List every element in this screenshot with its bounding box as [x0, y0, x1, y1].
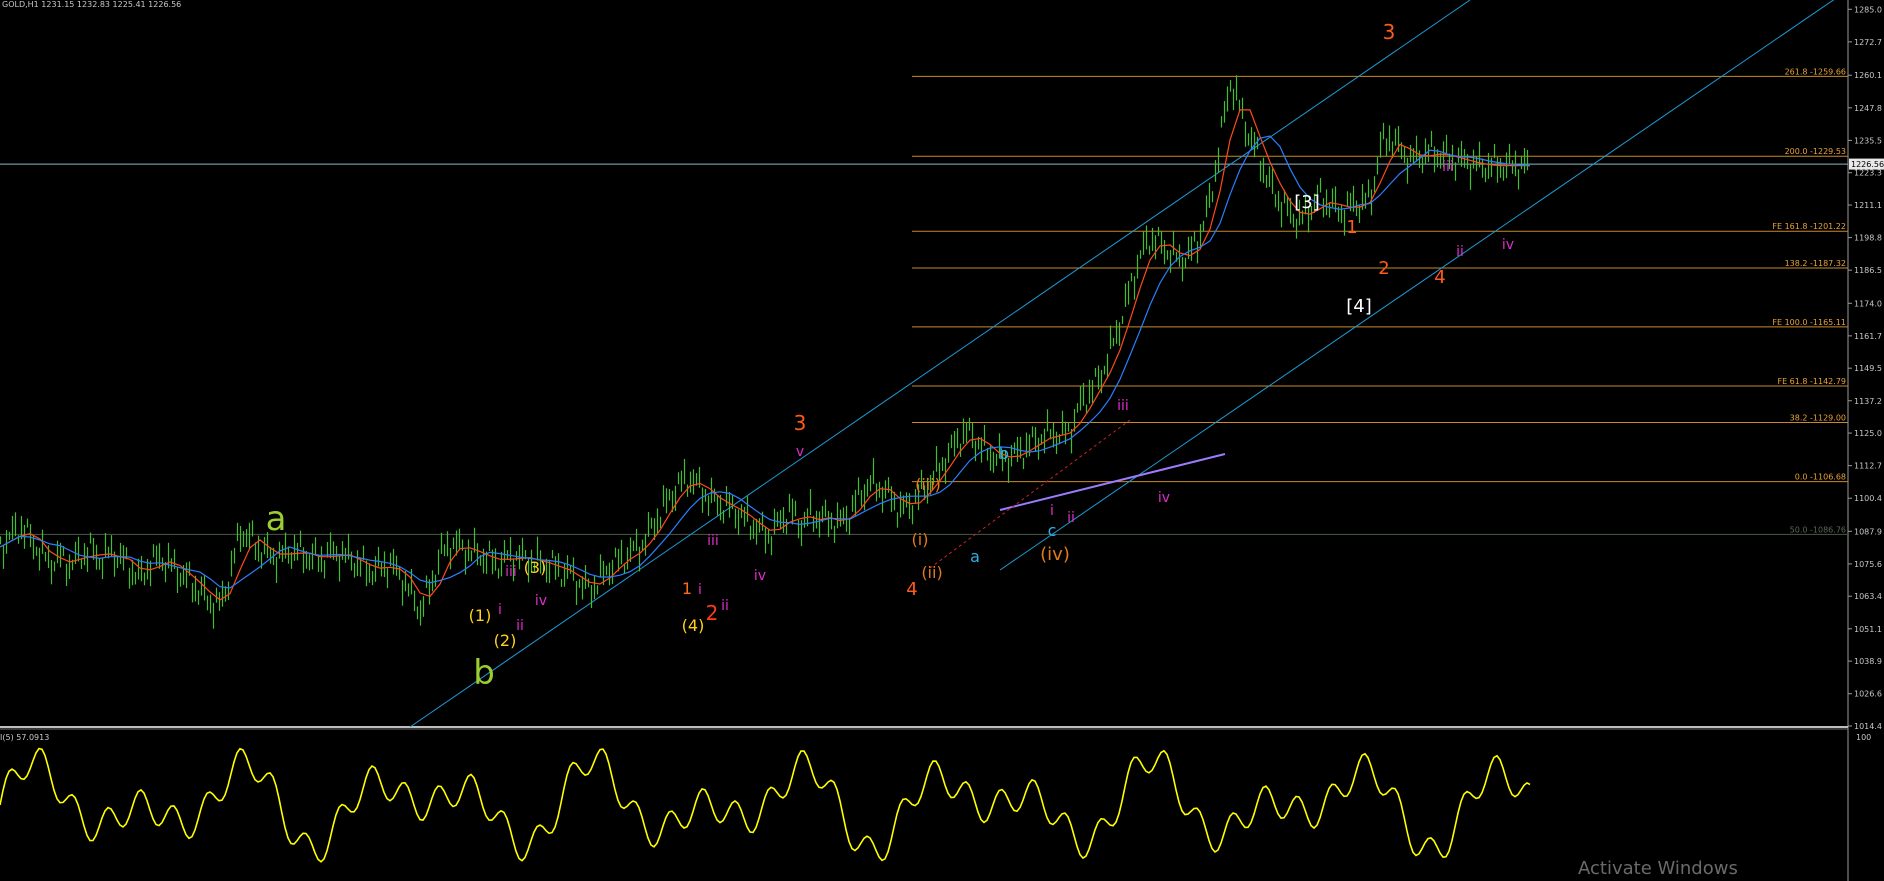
- wave-label: iv: [1158, 490, 1170, 506]
- price-axis-ticks: 1285.0 1272.7 1260.1 1247.8 1235.5 1223.3 1211…: [1848, 5, 1882, 731]
- wave-label: ii: [1456, 244, 1464, 260]
- wave-label: iv: [1502, 237, 1514, 253]
- wave-label: 4: [906, 579, 917, 600]
- price-tick-label: 1186.5: [1854, 266, 1882, 275]
- price-tick-label: 1260.1: [1854, 71, 1882, 80]
- channel-upper-line: [409, 0, 1471, 728]
- wave-label: b: [473, 653, 495, 693]
- wave-label: i: [498, 602, 502, 618]
- wave-label: v: [796, 444, 804, 460]
- wave-label: (4): [682, 616, 705, 635]
- wave-label: ii: [516, 618, 524, 634]
- oscillator-line: [0, 747, 1531, 863]
- fib-level-label: 0.0 -1106.68: [1795, 473, 1846, 482]
- wave-label: (iii): [915, 475, 941, 494]
- wave-label: [4]: [1346, 296, 1372, 317]
- price-series: [0, 75, 1531, 629]
- wave-label: 3: [1383, 20, 1396, 44]
- wave-labels: ab(1)(2)(3)(4)iiiiiiivviiiiiiiv1234(i)(i…: [266, 20, 1515, 693]
- moving-average-line: [0, 135, 1531, 589]
- wave-label: (3): [524, 558, 547, 577]
- wave-label: iii: [1442, 159, 1454, 175]
- wave-label: iii: [1117, 398, 1129, 414]
- price-tick-label: 1161.7: [1854, 332, 1882, 341]
- wave-label: ii: [721, 598, 729, 614]
- wave-label: ii: [1067, 510, 1075, 526]
- wave-label: (i): [912, 530, 929, 549]
- price-tick-label: 1038.9: [1854, 657, 1882, 666]
- wave-label: (ii): [921, 563, 942, 582]
- wave-label: iv: [754, 568, 766, 584]
- fib-level-label: 261.8 -1259.66: [1785, 67, 1846, 76]
- price-tick-label: 1051.1: [1854, 625, 1882, 634]
- channel-lower-line: [999, 0, 1835, 571]
- fib-level-label: FE 61.8 -1142.79: [1777, 377, 1846, 386]
- wave-label: a: [266, 499, 287, 539]
- wave-label: iii: [707, 533, 719, 549]
- price-tick-label: 1223.3: [1854, 169, 1882, 178]
- price-tick-label: 1211.1: [1854, 201, 1882, 210]
- price-tick-label: 1174.0: [1854, 299, 1882, 308]
- current-price-label: 1226.56: [1851, 160, 1884, 169]
- fib-level-label: FE 100.0 -1165.11: [1772, 318, 1846, 327]
- wave-label: a: [970, 547, 980, 566]
- indicator-axis-top: 100: [1856, 733, 1871, 742]
- wave-label: i: [1050, 503, 1054, 519]
- price-tick-label: 1075.6: [1854, 560, 1882, 569]
- wave-label: 1: [682, 579, 692, 598]
- header-text: GOLD,H1 1231.15 1232.83 1225.41 1226.56: [2, 0, 181, 9]
- wave-label: 2: [1378, 258, 1389, 279]
- price-tick-label: 1285.0: [1854, 5, 1882, 14]
- wave-label: i: [698, 582, 702, 598]
- wave-label: iii: [505, 564, 517, 580]
- current-price-box: [1849, 158, 1884, 170]
- wave-label: [3]: [1294, 192, 1320, 213]
- fib-level-label: 50.0 -1086.76: [1790, 525, 1846, 534]
- price-tick-label: 1087.9: [1854, 527, 1882, 536]
- price-tick-label: 1014.4: [1854, 722, 1882, 731]
- price-tick-label: 1026.6: [1854, 690, 1882, 699]
- wave-label: 2: [706, 601, 719, 625]
- price-tick-label: 1247.8: [1854, 104, 1882, 113]
- price-tick-label: 1125.0: [1854, 429, 1882, 438]
- price-tick-label: 1100.4: [1854, 494, 1882, 503]
- fib-level-label: 200.0 -1229.53: [1785, 147, 1846, 156]
- moving-average-line: [0, 109, 1530, 601]
- wave-label: c: [1048, 521, 1057, 540]
- price-tick-label: 1235.5: [1854, 136, 1882, 145]
- fib-level-label: FE 161.8 -1201.22: [1772, 222, 1846, 231]
- price-tick-label: 1112.7: [1854, 462, 1882, 471]
- price-tick-label: 1198.8: [1854, 234, 1882, 243]
- fib-level-label: 38.2 -1129.00: [1790, 413, 1846, 422]
- price-tick-label: 1272.7: [1854, 38, 1882, 47]
- activate-windows-watermark: Activate Windows: [1578, 858, 1738, 879]
- wave-label: 3: [794, 411, 807, 435]
- price-tick-label: 1063.4: [1854, 592, 1882, 601]
- wave-label: 4: [1434, 267, 1445, 288]
- price-tick-label: 1137.2: [1854, 397, 1882, 406]
- support-trendline: [999, 453, 1226, 511]
- wave-label: iv: [535, 593, 547, 609]
- wave-label: 1: [1346, 217, 1357, 238]
- wave-label: (iv): [1040, 544, 1070, 565]
- price-tick-label: 1149.5: [1854, 364, 1882, 373]
- fibonacci-levels: 261.8 -1259.66 200.0 -1229.53 FE 161.8 -12…: [0, 67, 1848, 535]
- indicator-label: I(5) 57.0913: [0, 733, 49, 742]
- fib-level-label: 138.2 -1187.32: [1785, 259, 1846, 268]
- wave-label: (2): [494, 631, 517, 650]
- wave-label: b: [999, 444, 1009, 463]
- wave-label: (1): [469, 606, 492, 625]
